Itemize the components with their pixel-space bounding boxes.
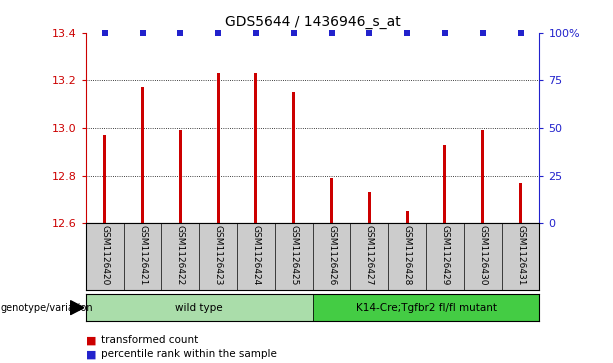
Bar xyxy=(141,87,144,223)
Bar xyxy=(330,178,333,223)
Text: GSM1126429: GSM1126429 xyxy=(440,225,449,286)
Bar xyxy=(519,183,522,223)
Text: GSM1126427: GSM1126427 xyxy=(365,225,374,286)
Text: GSM1126423: GSM1126423 xyxy=(213,225,223,286)
Text: K14-Cre;Tgfbr2 fl/fl mutant: K14-Cre;Tgfbr2 fl/fl mutant xyxy=(356,303,497,313)
Bar xyxy=(313,294,539,321)
Bar xyxy=(292,92,295,223)
Bar xyxy=(254,73,257,223)
Text: percentile rank within the sample: percentile rank within the sample xyxy=(101,349,277,359)
Text: ■: ■ xyxy=(86,349,96,359)
Bar xyxy=(368,192,371,223)
Bar xyxy=(179,130,182,223)
Text: GSM1126428: GSM1126428 xyxy=(403,225,412,286)
Text: ■: ■ xyxy=(86,335,96,346)
Text: GSM1126430: GSM1126430 xyxy=(478,225,487,286)
Bar xyxy=(86,294,313,321)
Polygon shape xyxy=(70,301,84,315)
Bar xyxy=(103,135,106,223)
Text: GSM1126426: GSM1126426 xyxy=(327,225,336,286)
Bar xyxy=(406,211,409,223)
Text: GSM1126420: GSM1126420 xyxy=(100,225,109,286)
Bar xyxy=(216,73,219,223)
Bar xyxy=(481,130,484,223)
Title: GDS5644 / 1436946_s_at: GDS5644 / 1436946_s_at xyxy=(225,15,400,29)
Text: GSM1126421: GSM1126421 xyxy=(138,225,147,286)
Text: genotype/variation: genotype/variation xyxy=(1,303,93,313)
Text: GSM1126425: GSM1126425 xyxy=(289,225,299,286)
Text: GSM1126431: GSM1126431 xyxy=(516,225,525,286)
Text: transformed count: transformed count xyxy=(101,335,199,346)
Text: GSM1126422: GSM1126422 xyxy=(176,225,185,286)
Text: wild type: wild type xyxy=(175,303,223,313)
Text: GSM1126424: GSM1126424 xyxy=(251,225,261,286)
Bar xyxy=(443,144,446,223)
